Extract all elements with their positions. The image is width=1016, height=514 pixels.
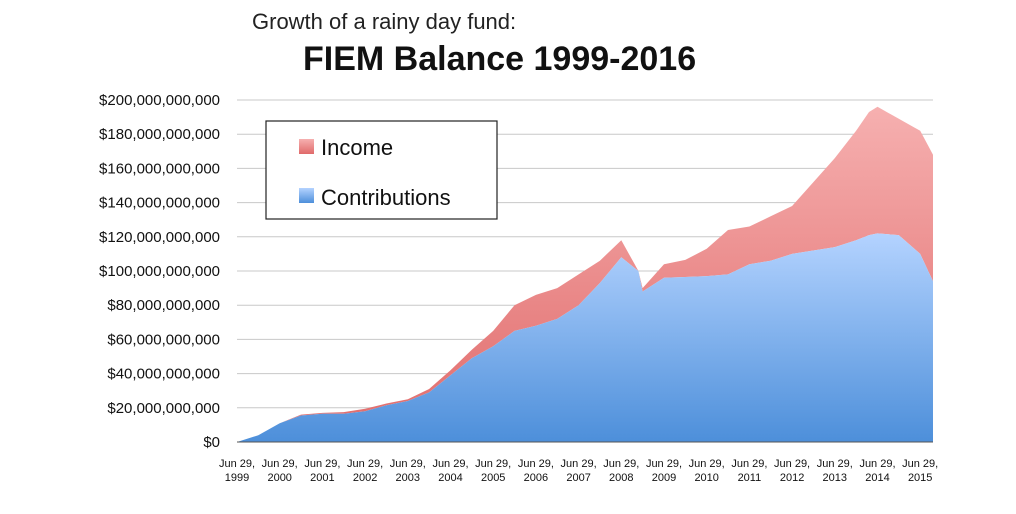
y-tick-label: $40,000,000,000	[107, 366, 220, 383]
legend: Income Contributions	[265, 120, 498, 220]
x-tick-label: 2000	[267, 472, 291, 484]
x-tick-label: 2009	[652, 472, 676, 484]
x-tick-label: Jun 29,	[774, 458, 810, 470]
plot-areas	[237, 106, 933, 443]
x-tick-label: Jun 29,	[432, 458, 468, 470]
x-tick-label: 2008	[609, 472, 633, 484]
x-tick-label: 2010	[694, 472, 718, 484]
y-tick-label: $0	[203, 434, 220, 451]
y-tick-label: $80,000,000,000	[107, 297, 220, 314]
x-tick-label: 2003	[396, 472, 420, 484]
x-tick-label: Jun 29,	[347, 458, 383, 470]
x-tick-label: Jun 29,	[219, 458, 255, 470]
x-tick-label: 2004	[438, 472, 462, 484]
x-tick-label: Jun 29,	[603, 458, 639, 470]
x-tick-label: 2005	[481, 472, 505, 484]
chart-title: FIEM Balance 1999-2016	[303, 40, 697, 78]
series-area-income	[237, 106, 933, 443]
y-axis-tick-labels: $0 $20,000,000,000 $40,000,000,000 $60,000,…	[99, 92, 220, 451]
x-tick-label: Jun 29,	[475, 458, 511, 470]
x-tick-label: Jun 29,	[561, 458, 597, 470]
chart-subtitle: Growth of a rainy day fund:	[252, 9, 517, 34]
x-axis-tick-labels: Jun 29, 1999 Jun 29, 2000 Jun 29, 2001 Jun 29,…	[219, 458, 938, 484]
legend-label-contributions: Contributions	[321, 185, 451, 210]
x-tick-label: Jun 29,	[859, 458, 895, 470]
y-tick-label: $100,000,000,000	[99, 263, 220, 280]
x-tick-label: Jun 29,	[518, 458, 554, 470]
legend-swatch-contributions	[299, 188, 314, 203]
x-tick-label: 2006	[524, 472, 548, 484]
x-tick-label: Jun 29,	[390, 458, 426, 470]
x-tick-label: 2011	[738, 472, 762, 484]
y-tick-label: $140,000,000,000	[99, 195, 220, 212]
legend-label-income: Income	[321, 135, 393, 160]
x-tick-label: 2007	[566, 472, 590, 484]
y-tick-label: $160,000,000,000	[99, 160, 220, 177]
x-tick-label: Jun 29,	[902, 458, 938, 470]
y-tick-label: $60,000,000,000	[107, 331, 220, 348]
x-tick-label: Jun 29,	[646, 458, 682, 470]
series-area-contributions	[237, 233, 933, 442]
x-tick-label: 2002	[353, 472, 377, 484]
x-tick-label: 2015	[908, 472, 932, 484]
x-tick-label: Jun 29,	[731, 458, 767, 470]
y-tick-label: $200,000,000,000	[99, 92, 220, 109]
x-tick-label: Jun 29,	[689, 458, 725, 470]
y-tick-label: $180,000,000,000	[99, 126, 220, 143]
x-tick-label: 2014	[865, 472, 889, 484]
x-tick-label: Jun 29,	[817, 458, 853, 470]
x-tick-label: 2013	[823, 472, 847, 484]
y-tick-label: $20,000,000,000	[107, 400, 220, 417]
x-tick-label: Jun 29,	[262, 458, 298, 470]
x-tick-label: 2001	[310, 472, 334, 484]
legend-swatch-income	[299, 139, 314, 154]
x-tick-label: 2012	[780, 472, 804, 484]
x-tick-label: Jun 29,	[304, 458, 340, 470]
y-tick-label: $120,000,000,000	[99, 229, 220, 246]
x-tick-label: 1999	[225, 472, 249, 484]
